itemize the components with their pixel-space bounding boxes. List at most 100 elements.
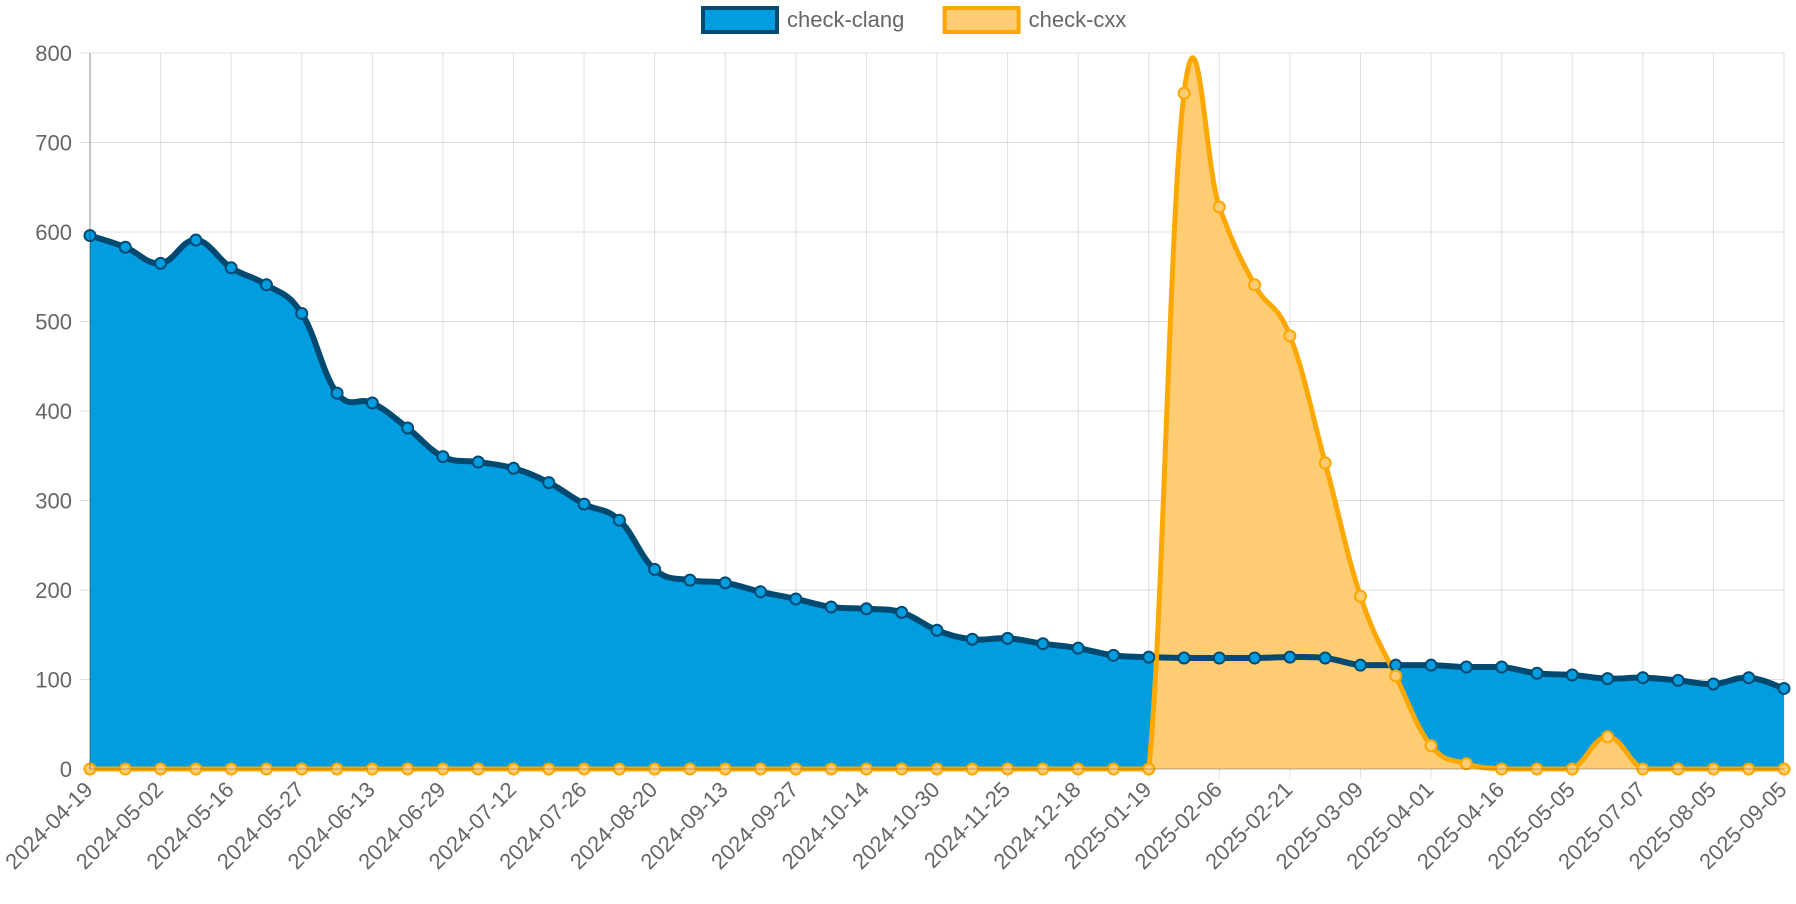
data-point-check-clang (683, 573, 697, 587)
data-point-check-clang (1742, 671, 1756, 685)
data-point-check-cxx (1389, 669, 1403, 683)
data-point-check-clang (612, 513, 626, 527)
data-point-check-cxx (1248, 278, 1262, 292)
legend-swatch-check-clang[interactable] (701, 6, 779, 34)
data-point-check-cxx (259, 762, 273, 776)
y-tick-label: 300 (35, 489, 72, 514)
data-point-check-clang (965, 632, 979, 646)
data-point-check-clang (1001, 631, 1015, 645)
legend-swatch-check-cxx[interactable] (942, 6, 1021, 34)
y-tick-label: 200 (35, 578, 72, 603)
data-point-check-cxx (1318, 456, 1332, 470)
data-point-check-clang (1601, 672, 1615, 686)
data-point-check-clang (754, 585, 768, 599)
data-point-check-cxx (1671, 762, 1685, 776)
data-point-check-clang (1495, 660, 1509, 674)
data-point-check-clang (471, 455, 485, 469)
data-point-check-clang (718, 576, 732, 590)
data-point-check-cxx (1177, 86, 1191, 100)
data-point-check-cxx (118, 762, 132, 776)
data-point-check-cxx (930, 762, 944, 776)
data-point-check-clang (859, 602, 873, 616)
data-point-check-clang (824, 600, 838, 614)
data-point-check-clang (895, 605, 909, 619)
y-tick-label: 0 (60, 757, 72, 782)
data-point-check-cxx (1036, 762, 1050, 776)
data-point-check-cxx (1601, 730, 1615, 744)
data-point-check-cxx (1142, 762, 1156, 776)
data-point-check-clang (1283, 650, 1297, 664)
data-point-check-clang (365, 396, 379, 410)
y-tick-label: 500 (35, 310, 72, 335)
data-point-check-cxx (824, 762, 838, 776)
data-point-check-clang (507, 461, 520, 475)
data-point-check-cxx (1001, 762, 1015, 776)
data-point-check-clang (1636, 671, 1650, 685)
data-point-check-cxx (965, 762, 979, 776)
legend-label-check-cxx[interactable]: check-cxx (1029, 7, 1127, 32)
data-point-check-cxx (577, 762, 591, 776)
data-point-check-clang (1036, 637, 1050, 651)
data-point-check-cxx (401, 762, 415, 776)
legend-label-check-clang[interactable]: check-clang (787, 7, 904, 32)
data-point-check-clang (1530, 666, 1544, 680)
y-tick-label: 400 (35, 399, 72, 424)
data-point-check-cxx (648, 762, 662, 776)
data-point-check-cxx (295, 762, 309, 776)
data-point-check-clang (224, 261, 238, 275)
y-tick-label: 700 (35, 131, 72, 156)
data-point-check-clang (648, 562, 662, 576)
data-point-check-clang (1671, 673, 1685, 687)
data-point-check-clang (1424, 658, 1438, 672)
data-point-check-clang (189, 233, 203, 247)
data-point-check-clang (1706, 677, 1720, 691)
data-point-check-clang (1459, 660, 1473, 674)
data-point-check-clang (930, 623, 944, 637)
legend: check-clang check-cxx (701, 6, 1127, 34)
data-point-check-cxx (507, 762, 520, 776)
y-tick-label: 800 (35, 41, 72, 66)
data-point-check-cxx (189, 762, 203, 776)
data-point-check-cxx (1212, 200, 1226, 214)
data-point-check-cxx (330, 762, 344, 776)
data-point-check-clang (436, 450, 450, 464)
data-point-check-cxx (1530, 762, 1544, 776)
data-point-check-cxx (1742, 762, 1756, 776)
data-point-check-cxx (436, 762, 450, 776)
data-point-check-clang (330, 386, 344, 400)
y-tick-label: 600 (35, 220, 72, 245)
data-point-check-cxx (1495, 762, 1509, 776)
data-point-check-cxx (895, 762, 909, 776)
data-point-check-clang (295, 306, 309, 320)
data-point-check-clang (401, 421, 415, 435)
data-point-check-clang (1318, 651, 1332, 665)
data-point-check-cxx (154, 762, 168, 776)
data-point-check-clang (789, 592, 803, 606)
data-point-check-clang (154, 256, 168, 270)
point-layer (83, 86, 1791, 776)
data-point-check-cxx (1071, 762, 1085, 776)
data-point-check-clang (1389, 658, 1403, 672)
y-tick-label: 100 (35, 668, 72, 693)
data-point-check-cxx (683, 762, 697, 776)
data-point-check-cxx (789, 762, 803, 776)
data-point-check-cxx (612, 762, 626, 776)
data-point-check-clang (1212, 651, 1226, 665)
data-point-check-cxx (1565, 762, 1579, 776)
data-point-check-clang (1565, 668, 1579, 682)
data-point-check-cxx (1354, 589, 1367, 603)
data-point-check-cxx (1777, 762, 1791, 776)
data-point-check-cxx (754, 762, 768, 776)
data-point-check-clang (1248, 651, 1262, 665)
data-point-check-cxx (365, 762, 379, 776)
data-point-check-cxx (859, 762, 873, 776)
data-point-check-clang (259, 278, 273, 292)
data-point-check-clang (1106, 648, 1120, 662)
data-point-check-cxx (1706, 762, 1720, 776)
data-point-check-clang (1777, 681, 1791, 695)
data-point-check-cxx (1283, 329, 1297, 343)
data-point-check-cxx (1636, 762, 1650, 776)
data-point-check-clang (83, 229, 97, 243)
